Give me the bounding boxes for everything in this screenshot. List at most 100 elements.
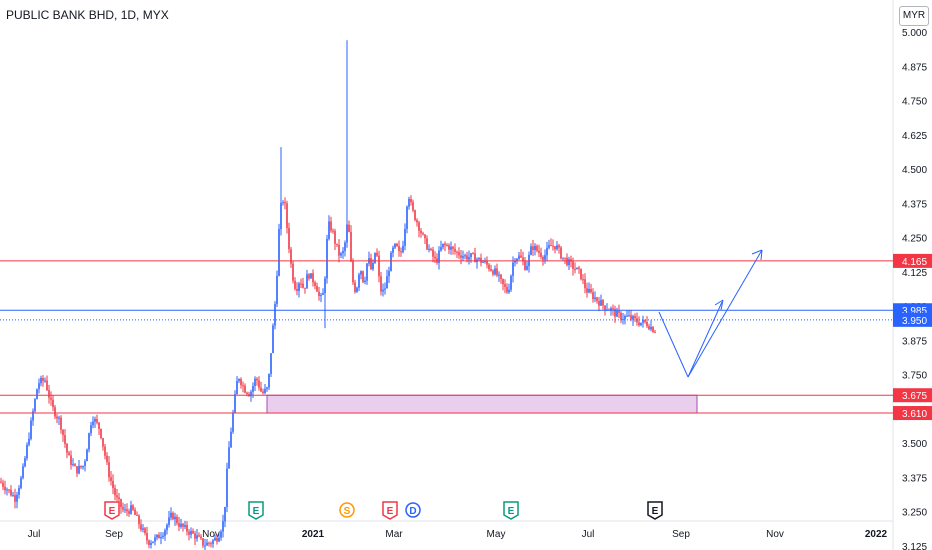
event-marker bbox=[382, 501, 398, 520]
candle-body bbox=[512, 262, 514, 276]
candle-body bbox=[170, 512, 172, 518]
candle-body bbox=[466, 255, 468, 260]
candle-body bbox=[616, 310, 618, 317]
candle-body bbox=[372, 263, 374, 270]
candle-body bbox=[256, 378, 258, 381]
candle-body bbox=[392, 247, 394, 253]
candle-body bbox=[6, 489, 8, 491]
candle-body bbox=[540, 252, 542, 258]
currency-badge[interactable]: MYR bbox=[899, 6, 929, 26]
candle-body bbox=[530, 246, 532, 255]
candle-body bbox=[306, 274, 308, 289]
candle-body bbox=[216, 537, 218, 542]
candle-body bbox=[164, 530, 166, 536]
candle-body bbox=[522, 257, 524, 262]
candle-body bbox=[34, 399, 36, 412]
candle-body bbox=[456, 251, 458, 253]
candle-body bbox=[380, 276, 382, 292]
candle-body bbox=[124, 509, 126, 511]
projection-line bbox=[687, 301, 723, 378]
candle-body bbox=[158, 534, 160, 539]
candle-body bbox=[362, 271, 364, 283]
candle-body bbox=[630, 315, 632, 320]
candle-body bbox=[54, 407, 56, 417]
candle-body bbox=[422, 233, 424, 235]
candle-body bbox=[354, 282, 356, 292]
candle-body bbox=[492, 270, 494, 275]
candle-body bbox=[298, 283, 300, 292]
candle-body bbox=[350, 231, 352, 262]
candle-body bbox=[144, 528, 146, 534]
candle-body bbox=[226, 468, 228, 507]
price-label-box bbox=[893, 388, 932, 403]
candle-body bbox=[318, 291, 320, 297]
candle-body bbox=[196, 535, 198, 539]
candle-body bbox=[322, 293, 324, 295]
candle-body bbox=[184, 525, 186, 527]
candle-body bbox=[624, 316, 626, 320]
candle-body bbox=[238, 379, 240, 381]
candle-body bbox=[294, 280, 296, 289]
candle-body bbox=[136, 514, 138, 516]
candle-body bbox=[210, 543, 212, 545]
candle-body bbox=[384, 288, 386, 290]
candle-body bbox=[446, 245, 448, 247]
candle-body bbox=[510, 275, 512, 290]
candle-body bbox=[426, 238, 428, 250]
candle-body bbox=[548, 245, 550, 248]
candle-body bbox=[424, 234, 426, 239]
candle-body bbox=[640, 322, 642, 326]
candle-body bbox=[538, 250, 540, 253]
candle-body bbox=[106, 455, 108, 463]
candle-body bbox=[8, 489, 10, 491]
candle-body bbox=[574, 268, 576, 270]
y-tick-label: 5.000 bbox=[902, 28, 927, 39]
candle-body bbox=[48, 390, 50, 398]
candle-body bbox=[4, 486, 6, 491]
candle-body bbox=[388, 271, 390, 277]
y-tick-label: 3.250 bbox=[902, 508, 927, 519]
price-label: 4.165 bbox=[902, 257, 927, 268]
candle-body bbox=[406, 206, 408, 229]
candle-body bbox=[450, 246, 452, 250]
candle-body bbox=[80, 465, 82, 468]
candle-body bbox=[378, 255, 380, 277]
candle-body bbox=[310, 273, 312, 279]
x-tick-label: May bbox=[487, 529, 506, 540]
candle-body bbox=[610, 308, 612, 311]
candle-body bbox=[622, 319, 624, 321]
candle-body bbox=[338, 244, 340, 256]
candle-body bbox=[452, 246, 454, 249]
candle-body bbox=[68, 452, 70, 456]
y-tick-label: 4.750 bbox=[902, 97, 927, 108]
candle-body bbox=[26, 444, 28, 459]
candle-body bbox=[502, 278, 504, 285]
candle-body bbox=[604, 305, 606, 310]
candle-body bbox=[370, 258, 372, 270]
candle-body bbox=[114, 488, 116, 496]
candle-body bbox=[316, 285, 318, 292]
candle-body bbox=[584, 279, 586, 289]
candle-body bbox=[324, 278, 326, 294]
event-label: S bbox=[344, 506, 351, 517]
candle-body bbox=[572, 261, 574, 269]
candle-body bbox=[296, 288, 298, 292]
candle-body bbox=[394, 243, 396, 248]
candle-body bbox=[270, 353, 272, 374]
y-tick-label: 3.375 bbox=[902, 473, 927, 484]
candle-body bbox=[494, 268, 496, 275]
candle-body bbox=[148, 540, 150, 545]
candle-body bbox=[468, 257, 470, 260]
candle-body bbox=[28, 438, 30, 445]
x-tick-label: Nov bbox=[766, 529, 784, 540]
candle-body bbox=[176, 516, 178, 524]
candle-body bbox=[132, 505, 134, 510]
candle-body bbox=[232, 412, 234, 432]
x-tick-label: Mar bbox=[385, 529, 403, 540]
candle-body bbox=[500, 274, 502, 279]
candle-body bbox=[156, 534, 158, 538]
candle-body bbox=[0, 481, 2, 483]
candle-body bbox=[340, 253, 342, 256]
chart-title: PUBLIC BANK BHD, 1D, MYX bbox=[6, 8, 169, 22]
